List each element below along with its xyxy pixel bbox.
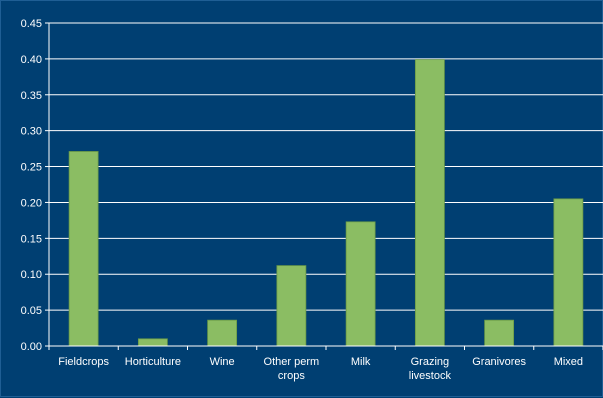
x-category-label-line: Granivores bbox=[472, 356, 526, 368]
x-category-label: Granivores bbox=[472, 356, 526, 368]
x-category-label-line: Fieldcrops bbox=[58, 356, 109, 368]
gridlines bbox=[49, 22, 603, 311]
x-category-label: Fieldcrops bbox=[58, 356, 109, 368]
x-category-label-line: Milk bbox=[351, 356, 371, 368]
y-tick-label: 0.15 bbox=[21, 233, 42, 245]
x-category-label: Grazing livestock bbox=[409, 356, 452, 382]
y-tick-label: 0.25 bbox=[21, 162, 42, 174]
y-tick-label: 0.45 bbox=[21, 18, 42, 30]
bar bbox=[207, 319, 238, 347]
x-category-label: Other perm crops bbox=[264, 356, 320, 382]
y-tick-label: 0.00 bbox=[21, 341, 42, 353]
y-tick-label: 0.10 bbox=[21, 269, 42, 281]
y-tick-label: 0.05 bbox=[21, 305, 42, 317]
x-category-label-line: Mixed bbox=[554, 356, 583, 368]
x-category-label-line: Grazing bbox=[411, 356, 450, 368]
y-tick-label: 0.40 bbox=[21, 54, 42, 66]
x-category-label-line: Other perm bbox=[264, 356, 320, 368]
y-tick-label: 0.35 bbox=[21, 90, 42, 102]
x-category-label: Mixed bbox=[554, 356, 583, 368]
labels: 0.00 0.05 0.10 0.15 0.20 0.25 0.30 0.35 0.40 0.45… bbox=[21, 18, 583, 382]
x-category-label-line: Horticulture bbox=[125, 356, 181, 368]
y-tick-label: 0.20 bbox=[21, 197, 42, 209]
bar bbox=[276, 265, 307, 347]
bar bbox=[553, 198, 584, 347]
bar bbox=[484, 319, 515, 347]
x-category-label: Horticulture bbox=[125, 356, 181, 368]
axes bbox=[45, 22, 603, 350]
x-category-label-line: livestock bbox=[409, 370, 452, 382]
bar bbox=[345, 221, 376, 347]
bar bbox=[68, 151, 99, 347]
bar bbox=[137, 338, 168, 347]
y-tick-label: 0.30 bbox=[21, 126, 42, 138]
x-category-label-line: crops bbox=[278, 370, 305, 382]
x-category-label: Milk bbox=[351, 356, 371, 368]
bars bbox=[68, 59, 584, 347]
bar bbox=[414, 59, 445, 347]
x-category-label-line: Wine bbox=[210, 356, 235, 368]
x-category-label: Wine bbox=[210, 356, 235, 368]
